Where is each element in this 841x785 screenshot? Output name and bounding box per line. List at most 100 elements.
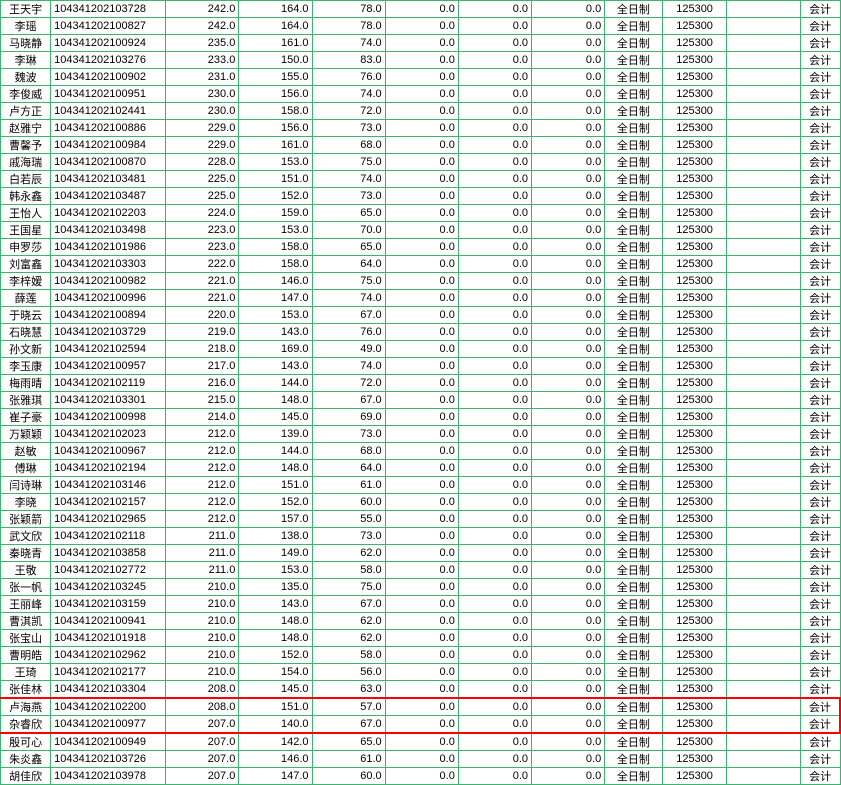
- cell-mode: 全日制: [605, 52, 662, 69]
- table-row: 李琳104341202103276233.0150.083.00.00.00.0…: [1, 52, 841, 69]
- cell-mode: 全日制: [605, 460, 662, 477]
- cell-v5: 0.0: [458, 239, 531, 256]
- cell-id: 104341202100957: [51, 358, 166, 375]
- cell-v4: 0.0: [385, 120, 458, 137]
- cell-name: 张佳林: [1, 681, 51, 699]
- cell-v2: 155.0: [239, 69, 312, 86]
- cell-name: 王天宇: [1, 1, 51, 18]
- table-row: 马晓静104341202100924235.0161.074.00.00.00.…: [1, 35, 841, 52]
- cell-v4: 0.0: [385, 681, 458, 699]
- cell-v4: 0.0: [385, 733, 458, 751]
- cell-major: 会计: [800, 477, 840, 494]
- cell-mode: 全日制: [605, 188, 662, 205]
- cell-gap: [727, 630, 800, 647]
- cell-gap: [727, 579, 800, 596]
- cell-code: 125300: [662, 205, 727, 222]
- cell-v2: 148.0: [239, 460, 312, 477]
- cell-mode: 全日制: [605, 630, 662, 647]
- cell-name: 王丽峰: [1, 596, 51, 613]
- cell-major: 会计: [800, 716, 840, 734]
- cell-v5: 0.0: [458, 596, 531, 613]
- cell-v5: 0.0: [458, 341, 531, 358]
- cell-gap: [727, 154, 800, 171]
- cell-major: 会计: [800, 562, 840, 579]
- table-row: 孙文新104341202102594218.0169.049.00.00.00.…: [1, 341, 841, 358]
- cell-major: 会计: [800, 647, 840, 664]
- cell-code: 125300: [662, 733, 727, 751]
- cell-code: 125300: [662, 69, 727, 86]
- cell-code: 125300: [662, 307, 727, 324]
- cell-major: 会计: [800, 154, 840, 171]
- cell-id: 104341202100949: [51, 733, 166, 751]
- cell-v2: 153.0: [239, 562, 312, 579]
- cell-code: 125300: [662, 273, 727, 290]
- cell-major: 会计: [800, 120, 840, 137]
- cell-v4: 0.0: [385, 664, 458, 681]
- cell-v3: 57.0: [312, 698, 385, 716]
- cell-name: 申罗莎: [1, 239, 51, 256]
- cell-v4: 0.0: [385, 716, 458, 734]
- cell-major: 会计: [800, 18, 840, 35]
- cell-gap: [727, 647, 800, 664]
- cell-code: 125300: [662, 630, 727, 647]
- cell-gap: [727, 664, 800, 681]
- cell-major: 会计: [800, 528, 840, 545]
- cell-v5: 0.0: [458, 1, 531, 18]
- cell-v1: 221.0: [166, 290, 239, 307]
- cell-code: 125300: [662, 477, 727, 494]
- cell-v2: 151.0: [239, 477, 312, 494]
- table-row: 王怡人104341202102203224.0159.065.00.00.00.…: [1, 205, 841, 222]
- cell-major: 会计: [800, 460, 840, 477]
- cell-v3: 61.0: [312, 751, 385, 768]
- cell-code: 125300: [662, 171, 727, 188]
- cell-v5: 0.0: [458, 375, 531, 392]
- cell-id: 104341202100870: [51, 154, 166, 171]
- cell-code: 125300: [662, 681, 727, 699]
- cell-gap: [727, 733, 800, 751]
- cell-code: 125300: [662, 426, 727, 443]
- cell-v2: 151.0: [239, 698, 312, 716]
- cell-id: 104341202102965: [51, 511, 166, 528]
- cell-major: 会计: [800, 137, 840, 154]
- cell-v5: 0.0: [458, 511, 531, 528]
- cell-code: 125300: [662, 545, 727, 562]
- cell-name: 秦晓青: [1, 545, 51, 562]
- cell-major: 会计: [800, 222, 840, 239]
- cell-name: 赵敏: [1, 443, 51, 460]
- cell-code: 125300: [662, 375, 727, 392]
- cell-gap: [727, 494, 800, 511]
- cell-gap: [727, 392, 800, 409]
- table-row: 殷可心104341202100949207.0142.065.00.00.00.…: [1, 733, 841, 751]
- table-row: 王敬104341202102772211.0153.058.00.00.00.0…: [1, 562, 841, 579]
- cell-id: 104341202103481: [51, 171, 166, 188]
- cell-code: 125300: [662, 664, 727, 681]
- table-row: 李玉康104341202100957217.0143.074.00.00.00.…: [1, 358, 841, 375]
- cell-v3: 58.0: [312, 562, 385, 579]
- cell-major: 会计: [800, 324, 840, 341]
- cell-v6: 0.0: [532, 409, 605, 426]
- cell-v4: 0.0: [385, 35, 458, 52]
- cell-v6: 0.0: [532, 1, 605, 18]
- cell-v6: 0.0: [532, 426, 605, 443]
- cell-v6: 0.0: [532, 154, 605, 171]
- cell-major: 会计: [800, 392, 840, 409]
- cell-v4: 0.0: [385, 341, 458, 358]
- cell-id: 104341202103304: [51, 681, 166, 699]
- cell-v3: 56.0: [312, 664, 385, 681]
- cell-v4: 0.0: [385, 579, 458, 596]
- cell-id: 104341202100967: [51, 443, 166, 460]
- cell-v1: 207.0: [166, 716, 239, 734]
- cell-gap: [727, 18, 800, 35]
- table-row: 王国星104341202103498223.0153.070.00.00.00.…: [1, 222, 841, 239]
- cell-v4: 0.0: [385, 751, 458, 768]
- table-row: 曹明皓104341202102962210.0152.058.00.00.00.…: [1, 647, 841, 664]
- cell-major: 会计: [800, 681, 840, 699]
- cell-v6: 0.0: [532, 698, 605, 716]
- cell-id: 104341202102119: [51, 375, 166, 392]
- cell-v5: 0.0: [458, 751, 531, 768]
- cell-v4: 0.0: [385, 1, 458, 18]
- cell-v4: 0.0: [385, 613, 458, 630]
- cell-v6: 0.0: [532, 647, 605, 664]
- cell-v6: 0.0: [532, 477, 605, 494]
- cell-id: 104341202103301: [51, 392, 166, 409]
